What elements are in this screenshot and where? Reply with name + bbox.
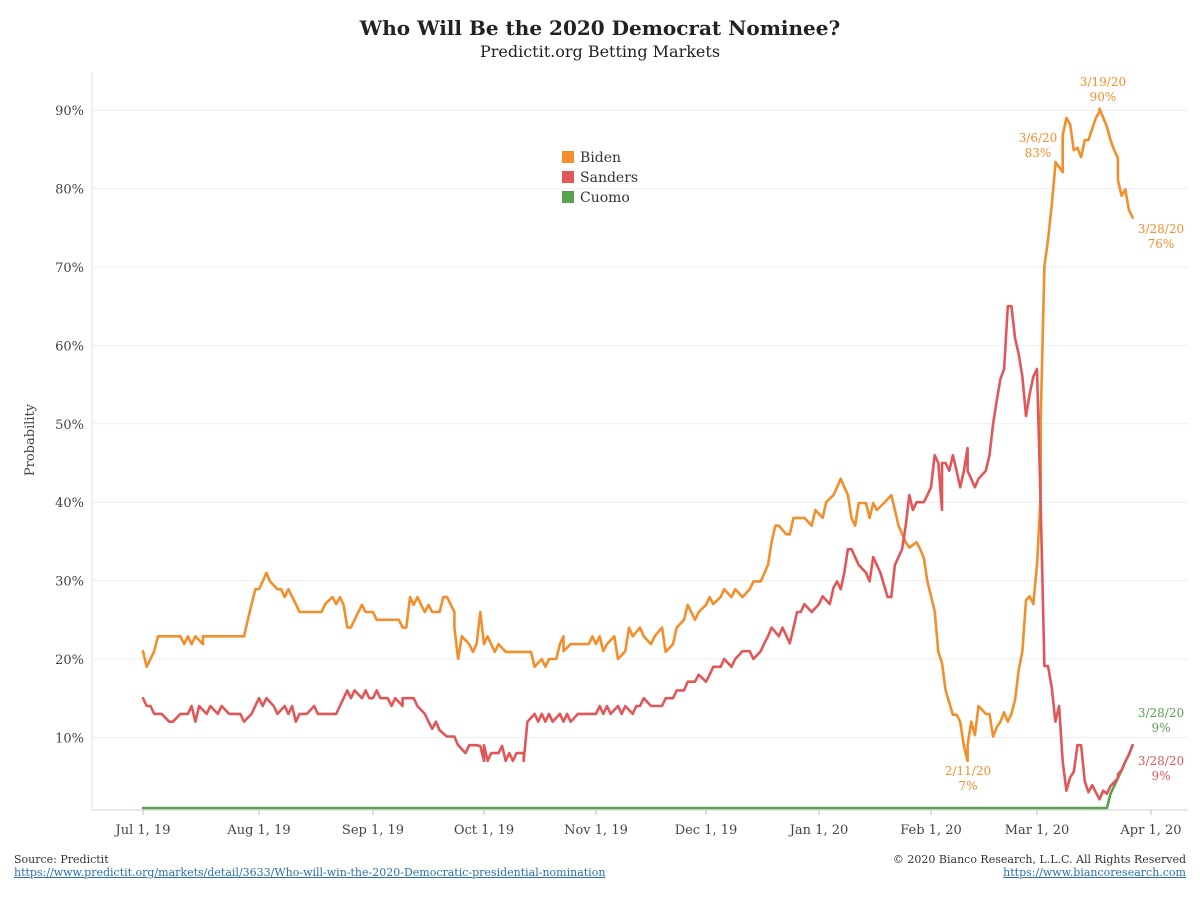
annotation-value: 7% (958, 779, 977, 793)
legend-swatch-sanders (562, 171, 574, 183)
annotation-date: 3/28/20 (1138, 222, 1184, 236)
chart-subtitle: Predictit.org Betting Markets (479, 42, 721, 61)
annotation-date: 3/6/20 (1019, 131, 1058, 145)
annotation-value: 83% (1025, 146, 1052, 160)
chart-title: Who Will Be the 2020 Democrat Nominee? (359, 16, 841, 40)
footer-source: Source: Predictit https://www.predictit.… (14, 853, 605, 879)
legend-swatch-cuomo (562, 191, 574, 203)
x-tick-label: Apr 1, 20 (1119, 823, 1181, 838)
legend-label-sanders: Sanders (580, 170, 638, 186)
source-link[interactable]: https://www.predictit.org/markets/detail… (14, 866, 606, 879)
x-tick-label: Dec 1, 19 (675, 823, 738, 838)
x-tick-label: Nov 1, 19 (564, 823, 628, 838)
footer-copyright: © 2020 Bianco Research, L.L.C. All Right… (893, 853, 1186, 879)
annotation-date: 3/28/20 (1138, 706, 1184, 720)
y-tick-label: 70% (55, 261, 84, 276)
legend-label-biden: Biden (580, 150, 621, 166)
x-tick-label: Feb 1, 20 (900, 823, 962, 838)
annotation-value: 9% (1151, 721, 1170, 735)
y-tick-label: 20% (55, 653, 84, 668)
series-line-sanders (141, 304, 1134, 801)
annotation-date: 3/28/20 (1138, 754, 1184, 768)
annotation-value: 90% (1090, 90, 1117, 104)
copyright-text: © 2020 Bianco Research, L.L.C. All Right… (892, 853, 1186, 866)
legend-swatch-biden (562, 151, 574, 163)
y-tick-label: 90% (55, 104, 84, 119)
x-tick-label: Oct 1, 19 (454, 823, 514, 838)
x-tick-label: Mar 1, 20 (1005, 823, 1070, 838)
series-line-biden (141, 107, 1134, 763)
y-tick-label: 10% (55, 731, 84, 746)
annotation-value: 76% (1148, 237, 1175, 251)
y-tick-label: 60% (55, 339, 84, 354)
x-tick-label: Sep 1, 19 (342, 823, 404, 838)
y-tick-label: 80% (55, 183, 84, 198)
source-text: Source: Predictit (14, 853, 109, 866)
x-tick-label: Jan 1, 20 (788, 823, 849, 838)
x-tick-label: Jul 1, 19 (114, 823, 171, 838)
annotation-value: 9% (1151, 769, 1170, 783)
y-tick-label: 40% (55, 496, 84, 511)
x-tick-label: Aug 1, 19 (226, 823, 290, 838)
annotation-date: 2/11/20 (945, 764, 991, 778)
y-axis-label: Probability (23, 403, 38, 476)
site-link[interactable]: https://www.biancoresearch.com (1003, 866, 1186, 879)
y-tick-label: 30% (55, 575, 84, 590)
annotation-date: 3/19/20 (1080, 75, 1126, 89)
y-tick-label: 50% (55, 418, 84, 433)
legend-label-cuomo: Cuomo (580, 190, 630, 206)
